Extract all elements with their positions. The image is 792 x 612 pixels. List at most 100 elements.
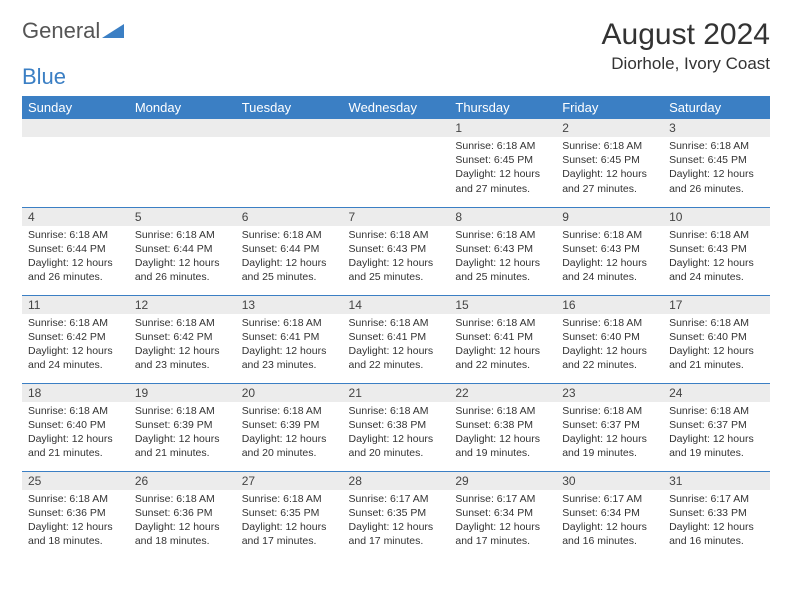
day-number: 25 — [22, 472, 129, 490]
table-body: 1Sunrise: 6:18 AMSunset: 6:45 PMDaylight… — [22, 119, 770, 559]
day-cell: 3Sunrise: 6:18 AMSunset: 6:45 PMDaylight… — [663, 119, 770, 207]
day-cell — [236, 119, 343, 207]
day-content: Sunrise: 6:18 AMSunset: 6:36 PMDaylight:… — [22, 490, 129, 553]
logo-text-1: General — [22, 18, 100, 44]
day-number: 29 — [449, 472, 556, 490]
column-header: Tuesday — [236, 96, 343, 119]
day-content: Sunrise: 6:18 AMSunset: 6:40 PMDaylight:… — [663, 314, 770, 377]
column-header: Thursday — [449, 96, 556, 119]
day-content: Sunrise: 6:18 AMSunset: 6:43 PMDaylight:… — [449, 226, 556, 289]
day-number: 6 — [236, 208, 343, 226]
logo-triangle-icon — [102, 22, 124, 40]
day-content: Sunrise: 6:18 AMSunset: 6:44 PMDaylight:… — [129, 226, 236, 289]
column-header: Wednesday — [343, 96, 450, 119]
day-content: Sunrise: 6:17 AMSunset: 6:34 PMDaylight:… — [556, 490, 663, 553]
page-title: August 2024 — [602, 18, 770, 52]
day-cell: 20Sunrise: 6:18 AMSunset: 6:39 PMDayligh… — [236, 383, 343, 471]
logo-text-2: Blue — [22, 64, 770, 90]
calendar-page: General August 2024 Diorhole, Ivory Coas… — [0, 0, 792, 559]
day-number: 21 — [343, 384, 450, 402]
day-content: Sunrise: 6:18 AMSunset: 6:44 PMDaylight:… — [22, 226, 129, 289]
day-cell: 12Sunrise: 6:18 AMSunset: 6:42 PMDayligh… — [129, 295, 236, 383]
day-number: 28 — [343, 472, 450, 490]
day-cell: 6Sunrise: 6:18 AMSunset: 6:44 PMDaylight… — [236, 207, 343, 295]
day-number: 15 — [449, 296, 556, 314]
day-number: 5 — [129, 208, 236, 226]
day-number: 7 — [343, 208, 450, 226]
day-cell: 11Sunrise: 6:18 AMSunset: 6:42 PMDayligh… — [22, 295, 129, 383]
day-cell: 29Sunrise: 6:17 AMSunset: 6:34 PMDayligh… — [449, 471, 556, 559]
day-number: 31 — [663, 472, 770, 490]
day-cell: 27Sunrise: 6:18 AMSunset: 6:35 PMDayligh… — [236, 471, 343, 559]
table-header: SundayMondayTuesdayWednesdayThursdayFrid… — [22, 96, 770, 119]
day-number: 17 — [663, 296, 770, 314]
day-cell: 10Sunrise: 6:18 AMSunset: 6:43 PMDayligh… — [663, 207, 770, 295]
day-number: 19 — [129, 384, 236, 402]
day-content: Sunrise: 6:18 AMSunset: 6:41 PMDaylight:… — [343, 314, 450, 377]
day-cell: 1Sunrise: 6:18 AMSunset: 6:45 PMDaylight… — [449, 119, 556, 207]
day-number: 27 — [236, 472, 343, 490]
table-row: 4Sunrise: 6:18 AMSunset: 6:44 PMDaylight… — [22, 207, 770, 295]
day-cell: 14Sunrise: 6:18 AMSunset: 6:41 PMDayligh… — [343, 295, 450, 383]
column-header: Monday — [129, 96, 236, 119]
day-content: Sunrise: 6:18 AMSunset: 6:37 PMDaylight:… — [556, 402, 663, 465]
day-content: Sunrise: 6:18 AMSunset: 6:41 PMDaylight:… — [236, 314, 343, 377]
day-number — [129, 119, 236, 137]
day-content: Sunrise: 6:18 AMSunset: 6:40 PMDaylight:… — [556, 314, 663, 377]
day-cell: 22Sunrise: 6:18 AMSunset: 6:38 PMDayligh… — [449, 383, 556, 471]
day-number: 20 — [236, 384, 343, 402]
day-number: 1 — [449, 119, 556, 137]
day-number: 11 — [22, 296, 129, 314]
day-number: 12 — [129, 296, 236, 314]
table-row: 11Sunrise: 6:18 AMSunset: 6:42 PMDayligh… — [22, 295, 770, 383]
day-number: 22 — [449, 384, 556, 402]
day-content: Sunrise: 6:18 AMSunset: 6:45 PMDaylight:… — [663, 137, 770, 200]
day-cell: 28Sunrise: 6:17 AMSunset: 6:35 PMDayligh… — [343, 471, 450, 559]
day-cell: 26Sunrise: 6:18 AMSunset: 6:36 PMDayligh… — [129, 471, 236, 559]
day-cell: 16Sunrise: 6:18 AMSunset: 6:40 PMDayligh… — [556, 295, 663, 383]
day-cell: 30Sunrise: 6:17 AMSunset: 6:34 PMDayligh… — [556, 471, 663, 559]
day-number: 2 — [556, 119, 663, 137]
day-content: Sunrise: 6:18 AMSunset: 6:42 PMDaylight:… — [22, 314, 129, 377]
day-number: 30 — [556, 472, 663, 490]
day-number: 8 — [449, 208, 556, 226]
day-content: Sunrise: 6:17 AMSunset: 6:33 PMDaylight:… — [663, 490, 770, 553]
day-number — [343, 119, 450, 137]
day-content: Sunrise: 6:18 AMSunset: 6:39 PMDaylight:… — [236, 402, 343, 465]
day-cell: 9Sunrise: 6:18 AMSunset: 6:43 PMDaylight… — [556, 207, 663, 295]
day-cell: 7Sunrise: 6:18 AMSunset: 6:43 PMDaylight… — [343, 207, 450, 295]
logo: General — [22, 18, 124, 44]
day-content: Sunrise: 6:18 AMSunset: 6:35 PMDaylight:… — [236, 490, 343, 553]
column-header: Saturday — [663, 96, 770, 119]
day-cell: 17Sunrise: 6:18 AMSunset: 6:40 PMDayligh… — [663, 295, 770, 383]
day-cell: 2Sunrise: 6:18 AMSunset: 6:45 PMDaylight… — [556, 119, 663, 207]
day-number: 9 — [556, 208, 663, 226]
day-content: Sunrise: 6:18 AMSunset: 6:43 PMDaylight:… — [556, 226, 663, 289]
day-content: Sunrise: 6:18 AMSunset: 6:36 PMDaylight:… — [129, 490, 236, 553]
day-cell: 18Sunrise: 6:18 AMSunset: 6:40 PMDayligh… — [22, 383, 129, 471]
day-content: Sunrise: 6:18 AMSunset: 6:43 PMDaylight:… — [343, 226, 450, 289]
day-content: Sunrise: 6:18 AMSunset: 6:40 PMDaylight:… — [22, 402, 129, 465]
day-number: 18 — [22, 384, 129, 402]
day-cell — [22, 119, 129, 207]
table-row: 18Sunrise: 6:18 AMSunset: 6:40 PMDayligh… — [22, 383, 770, 471]
day-cell: 5Sunrise: 6:18 AMSunset: 6:44 PMDaylight… — [129, 207, 236, 295]
day-cell: 8Sunrise: 6:18 AMSunset: 6:43 PMDaylight… — [449, 207, 556, 295]
day-content: Sunrise: 6:18 AMSunset: 6:43 PMDaylight:… — [663, 226, 770, 289]
day-content: Sunrise: 6:18 AMSunset: 6:38 PMDaylight:… — [343, 402, 450, 465]
day-cell: 31Sunrise: 6:17 AMSunset: 6:33 PMDayligh… — [663, 471, 770, 559]
day-content: Sunrise: 6:18 AMSunset: 6:41 PMDaylight:… — [449, 314, 556, 377]
day-cell: 13Sunrise: 6:18 AMSunset: 6:41 PMDayligh… — [236, 295, 343, 383]
day-cell — [343, 119, 450, 207]
day-number: 23 — [556, 384, 663, 402]
day-number: 13 — [236, 296, 343, 314]
day-content: Sunrise: 6:18 AMSunset: 6:45 PMDaylight:… — [449, 137, 556, 200]
column-header: Sunday — [22, 96, 129, 119]
day-number: 16 — [556, 296, 663, 314]
table-row: 1Sunrise: 6:18 AMSunset: 6:45 PMDaylight… — [22, 119, 770, 207]
day-content: Sunrise: 6:18 AMSunset: 6:42 PMDaylight:… — [129, 314, 236, 377]
day-cell — [129, 119, 236, 207]
day-cell: 4Sunrise: 6:18 AMSunset: 6:44 PMDaylight… — [22, 207, 129, 295]
day-content: Sunrise: 6:18 AMSunset: 6:38 PMDaylight:… — [449, 402, 556, 465]
day-number: 10 — [663, 208, 770, 226]
